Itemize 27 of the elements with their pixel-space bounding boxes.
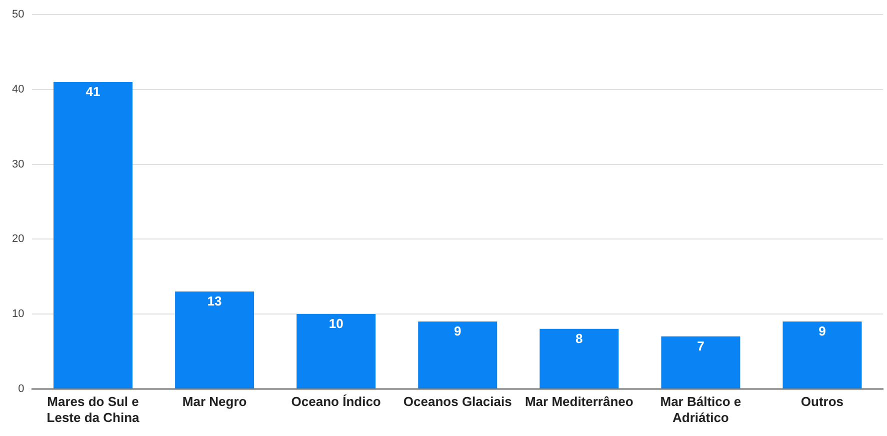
y-tick-label: 50 [12, 8, 24, 21]
bar [782, 321, 862, 388]
x-tick-label: Mar Negro [182, 394, 247, 410]
data-label: 10 [328, 316, 344, 332]
y-tick-label: 40 [12, 83, 24, 96]
bar [661, 336, 740, 388]
x-tick-label: Oceano Índico [291, 394, 381, 410]
bar [296, 314, 376, 388]
x-tick-label: Oceanos Glaciais [403, 394, 512, 410]
data-label: 9 [454, 324, 462, 339]
x-tick-label: Mares do Sul e Leste da China [46, 394, 140, 425]
bar [54, 82, 133, 388]
y-tick-label: 20 [12, 233, 24, 246]
bar [175, 292, 254, 388]
data-label: 7 [697, 338, 704, 354]
data-label: 41 [86, 84, 100, 100]
y-tick-label: 0 [18, 382, 24, 395]
data-label: 9 [818, 324, 826, 339]
y-tick-label: 30 [12, 158, 24, 170]
data-label: 8 [576, 331, 583, 346]
y-tick-label: 10 [12, 308, 24, 320]
bar [540, 328, 619, 388]
x-tick-label: Mar Báltico e Adriático [660, 394, 742, 425]
data-label: 13 [207, 294, 222, 309]
x-tick-label: Mar Mediterrâneo [524, 394, 634, 410]
x-tick-label: Outros [800, 394, 844, 410]
bar [418, 321, 498, 388]
